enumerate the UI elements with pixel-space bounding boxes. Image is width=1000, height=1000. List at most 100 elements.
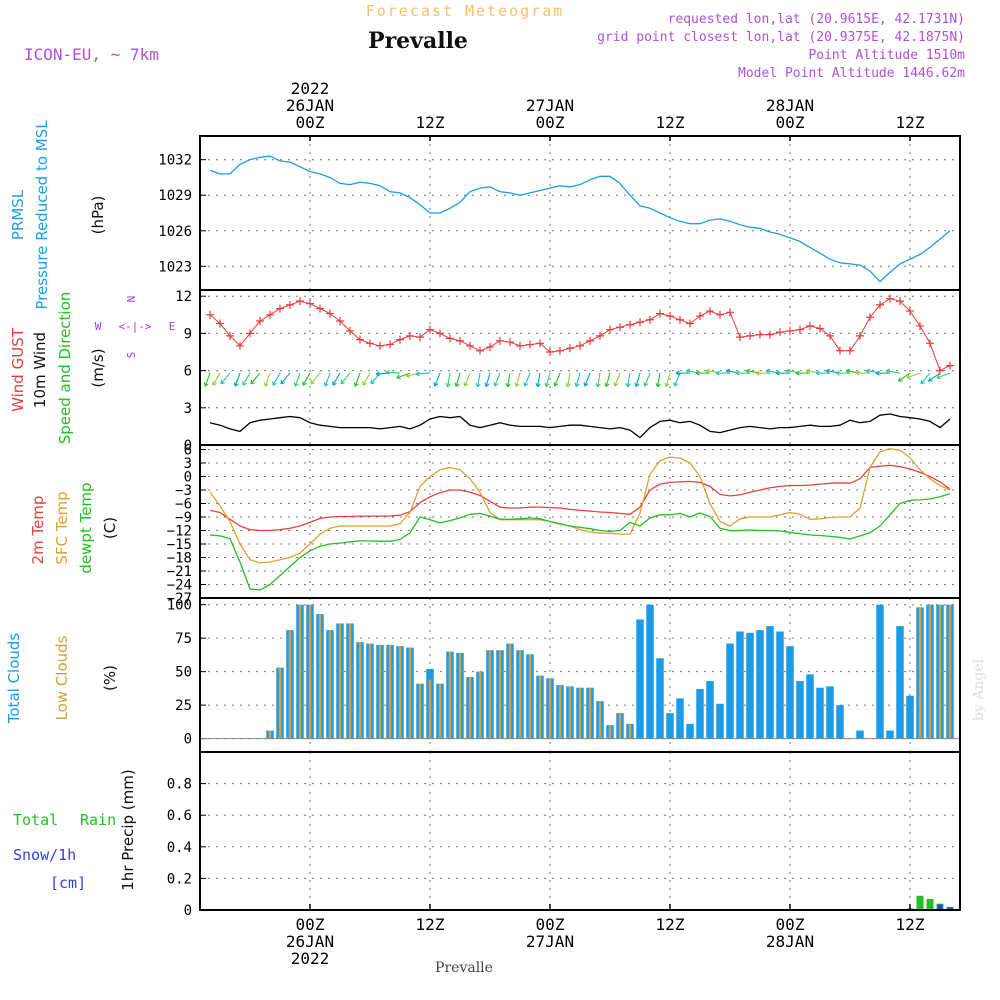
gust-marker xyxy=(596,331,604,340)
label-sfc-temp: SFC Temp xyxy=(53,491,71,564)
wind-direction-arrow xyxy=(644,372,651,387)
top-time-label: 00Z xyxy=(296,113,325,132)
wind-direction-arrow xyxy=(906,372,921,379)
wind-arrow-head xyxy=(673,382,679,387)
gust-marker xyxy=(746,331,754,340)
total-cloud-bar xyxy=(726,643,734,739)
wind-arrow-head xyxy=(362,381,367,386)
gust-marker xyxy=(326,309,334,318)
y-tick-label: 0.6 xyxy=(167,808,192,824)
gust-marker xyxy=(336,317,344,325)
gust-marker xyxy=(416,333,424,342)
gust-marker xyxy=(426,325,434,334)
panel-border xyxy=(199,135,961,291)
gust-marker xyxy=(446,334,454,343)
label-ms: (m/s) xyxy=(89,348,107,387)
panel-clouds: 0 25 50 75 100 xyxy=(167,598,960,752)
wind-arrow-head xyxy=(370,379,375,385)
gust-marker xyxy=(386,340,394,349)
low-cloud-bar xyxy=(408,647,412,739)
wind-direction-arrow xyxy=(415,372,431,375)
wind-direction-arrow xyxy=(362,372,371,386)
y-tick-label: −21 xyxy=(167,564,192,580)
gust-marker xyxy=(846,346,854,355)
gust-marker xyxy=(586,336,594,345)
label-rain: Rain xyxy=(80,811,116,829)
gust-marker xyxy=(546,348,554,356)
gust-marker xyxy=(456,336,464,345)
wind-direction-arrow xyxy=(537,372,541,387)
low-cloud-bar xyxy=(938,604,942,739)
gust-marker xyxy=(786,326,794,335)
temp-labels: 2m Temp SFC Temp dewpt Temp (C) xyxy=(29,482,119,573)
low-cloud-bar xyxy=(618,713,622,739)
wind-direction-arrow xyxy=(310,372,321,385)
wind-arrow-head xyxy=(825,368,831,374)
y-tick-label: 6 xyxy=(184,443,192,459)
wind-arrow-head xyxy=(203,382,209,387)
low-cloud-bar xyxy=(518,650,522,739)
wind-arrow-head xyxy=(920,379,925,385)
wind-arrow-head xyxy=(695,370,700,376)
low-cloud-bar xyxy=(568,686,572,739)
wind-arrow-head xyxy=(340,379,345,385)
compass-north: N xyxy=(125,296,138,303)
total-cloud-bar xyxy=(836,705,844,739)
y-tick-label: 6 xyxy=(184,364,192,380)
precip-labels: Total Rain Snow/1h [cm] 1hr Precip (mm) xyxy=(13,769,137,892)
wind-arrow-head xyxy=(898,377,903,382)
total-cloud-bar xyxy=(736,631,744,739)
y-tick-label: 0 xyxy=(184,903,192,919)
compass-south: S xyxy=(125,352,138,359)
gust-marker xyxy=(866,313,874,322)
wind-arrow-head xyxy=(445,382,451,388)
label-total-clouds: Total Clouds xyxy=(5,633,23,725)
cloud-labels: Total Clouds Low Clouds (%) xyxy=(5,633,119,725)
gust-marker xyxy=(766,330,774,339)
label-10m-wind: 10m Wind xyxy=(31,332,49,408)
compass-east: E xyxy=(169,320,176,333)
wind-arrow-head xyxy=(263,382,269,387)
wind-arrow-head xyxy=(233,382,239,387)
low-cloud-bar xyxy=(438,683,442,739)
label-pressure-msl: Pressure Reduced to MSL xyxy=(33,120,51,310)
wind-arrow-head xyxy=(544,382,550,387)
wind-arrow-head xyxy=(523,382,529,387)
wind-direction-arrow xyxy=(234,372,241,387)
gust-marker xyxy=(816,324,824,333)
wind-direction-arrow xyxy=(340,372,351,385)
wind-arrow-head xyxy=(415,371,420,377)
gust-marker xyxy=(636,318,644,327)
wind-direction-arrow xyxy=(354,372,361,387)
total-cloud-bar xyxy=(796,681,804,739)
wind-direction-arrow xyxy=(554,372,561,387)
panel-precip: 0 0.2 0.4 0.6 0.8 xyxy=(167,752,960,919)
pressure-labels: PRMSL Pressure Reduced to MSL (hPa) xyxy=(9,120,107,310)
wind-arrow-head xyxy=(865,368,871,374)
wind-direction-arrow xyxy=(242,372,251,386)
wind-arrow-head xyxy=(835,370,840,376)
wind-arrow-head xyxy=(855,370,860,376)
model-name: ICON-EU, ~ 7km xyxy=(24,45,159,64)
y-tick-label: −24 xyxy=(167,578,192,594)
gust-marker xyxy=(356,335,364,344)
wind-direction-arrow xyxy=(434,372,441,387)
wind-direction-arrow xyxy=(272,372,281,386)
wind-arrow-head xyxy=(765,368,771,374)
wind-arrow-head xyxy=(280,379,285,385)
low-cloud-bar xyxy=(598,701,602,739)
label-cm: [cm] xyxy=(50,874,86,892)
y-tick-label: 1032 xyxy=(158,153,192,169)
wind-arrow-head xyxy=(475,382,481,388)
wind-arrow-head xyxy=(396,374,401,380)
wind-arrow-head xyxy=(655,382,661,388)
top-time-label: 00Z xyxy=(776,113,805,132)
total-cloud-bar xyxy=(856,730,864,739)
compass-west: W xyxy=(95,320,102,333)
panel-wind: 0 3 6 9 12 xyxy=(175,289,960,454)
wind-arrow-head xyxy=(310,379,315,385)
gust-marker xyxy=(486,343,494,352)
gust-marker xyxy=(306,299,314,308)
total-cloud-bar xyxy=(656,658,664,739)
pressure-line xyxy=(209,155,951,283)
